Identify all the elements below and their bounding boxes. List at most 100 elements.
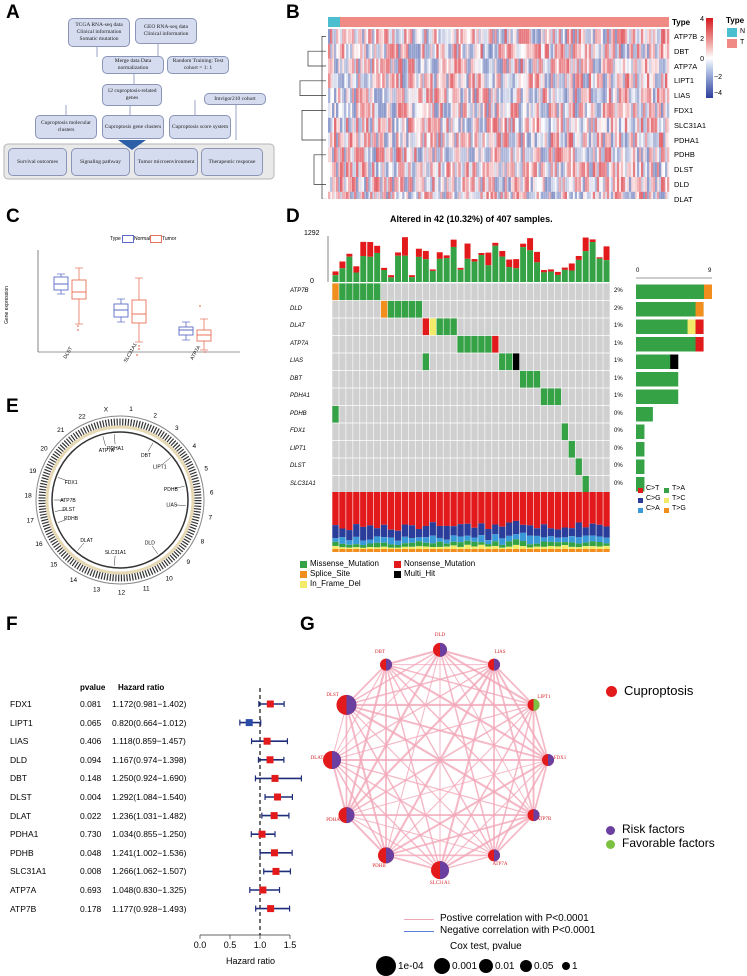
heatmap-cell	[452, 192, 454, 199]
snv-stack-segment	[492, 549, 499, 552]
heatmap-cell	[460, 29, 463, 44]
heatmap-cell	[564, 58, 567, 74]
snv-stack-segment	[394, 492, 402, 531]
heatmap-cell	[584, 162, 588, 177]
heatmap-cell	[624, 103, 628, 118]
snv-stack-segment	[367, 539, 374, 544]
heatmap-cell	[520, 191, 523, 199]
heatmap-cell	[428, 117, 431, 133]
heatmap-cell	[460, 162, 463, 177]
heatmap-cell	[382, 73, 385, 89]
heatmap-cell	[366, 73, 369, 89]
heatmap-cell	[380, 73, 382, 88]
heatmap-cell	[358, 191, 361, 199]
heatmap-cell	[388, 43, 391, 59]
heatmap-cell	[420, 88, 423, 103]
heatmap-cell	[466, 162, 469, 177]
snv-stack-segment	[353, 547, 360, 549]
heatmap-cell	[432, 191, 435, 199]
heatmap-cell	[376, 29, 379, 44]
heatmap-cell	[404, 177, 407, 192]
circos-tick	[113, 555, 116, 566]
heatmap-cell	[666, 191, 670, 199]
heatmap-cell	[390, 88, 393, 103]
heatmap-cell	[594, 58, 598, 74]
snv-stack-segment	[526, 547, 534, 549]
heatmap-cell	[456, 29, 459, 44]
heatmap-cell	[586, 191, 590, 199]
heatmap-cell	[560, 117, 563, 133]
heatmap-cell	[398, 132, 401, 148]
heatmap-cell	[564, 147, 567, 163]
heatmap-cell	[352, 117, 355, 133]
heatmap-cell	[418, 58, 421, 74]
heatmap-cell	[360, 29, 363, 44]
heatmap-cell	[634, 88, 638, 103]
heatmap-cell	[388, 73, 391, 89]
heatmap-cell	[550, 162, 553, 177]
heatmap-cell	[422, 73, 425, 89]
heatmap-cell	[436, 43, 439, 59]
heatmap-cell	[526, 29, 529, 44]
snv-stack-segment	[547, 545, 555, 549]
forest-pvalue: 0.148	[80, 773, 102, 784]
top-bar-segment	[520, 247, 527, 282]
heatmap-cell	[608, 88, 612, 103]
network-svg	[323, 642, 554, 880]
heatmap-cell	[506, 73, 509, 89]
heatmap-cell	[662, 177, 666, 192]
snv-stack-segment	[547, 549, 555, 552]
heatmap-cell	[472, 43, 475, 59]
chromosome-label: 22	[78, 414, 86, 421]
legend-label-n: N	[740, 28, 746, 35]
heatmap-cell	[662, 147, 666, 163]
heatmap-cell	[560, 29, 563, 44]
forest-hr-text: 1.177(0.928−1.493)	[112, 903, 187, 914]
snv-stack-segment	[513, 520, 520, 535]
snv-stack-segment	[367, 525, 374, 540]
heatmap-cell	[524, 29, 527, 44]
heatmap-cell	[392, 191, 395, 199]
heatmap-cell	[476, 43, 479, 59]
heatmap-cell	[402, 73, 405, 89]
heatmap-cell	[332, 162, 335, 177]
heatmap-cell	[666, 58, 670, 74]
heatmap-cell	[666, 147, 670, 163]
heatmap-cell	[452, 147, 455, 163]
heatmap-cell	[362, 162, 365, 177]
heatmap-cell	[454, 88, 457, 103]
circos-gene-label: ATP7A	[99, 448, 115, 454]
heatmap-cell	[666, 177, 670, 192]
heatmap-cell	[338, 117, 341, 133]
heatmap-cell	[608, 29, 612, 44]
heatmap-cell	[632, 191, 636, 199]
heatmap-cell	[346, 29, 349, 44]
mutation-cell	[332, 405, 339, 423]
network-edge	[439, 664, 495, 871]
heatmap-cell	[522, 73, 525, 89]
snv-stack-segment	[506, 549, 513, 552]
mutation-cell	[478, 335, 485, 353]
snv-stack-segment	[408, 538, 416, 543]
heatmap-cell	[632, 177, 636, 192]
heatmap-cell	[464, 162, 467, 177]
heatmap-cell	[352, 88, 355, 103]
heatmap-cell	[564, 43, 567, 59]
chromosome-label: 4	[192, 443, 196, 450]
heatmap-cell	[372, 117, 375, 133]
heatmap-cell	[432, 88, 435, 103]
box-body	[71, 279, 87, 300]
circos-gene-label: ATP7B	[60, 498, 76, 504]
heatmap-cell	[452, 88, 455, 103]
heatmap-cell	[378, 147, 381, 163]
heatmap-cell	[506, 147, 509, 163]
heatmap-cell	[532, 29, 535, 44]
heatmap-cell	[620, 162, 624, 177]
heatmap-cell	[530, 147, 533, 163]
heatmap-cell	[354, 29, 357, 44]
heatmap-cell	[344, 103, 347, 118]
heatmap-cell	[628, 132, 632, 148]
heatmap-cell	[364, 88, 367, 103]
heatmap-cell	[374, 162, 377, 177]
heatmap-cell	[390, 162, 392, 177]
